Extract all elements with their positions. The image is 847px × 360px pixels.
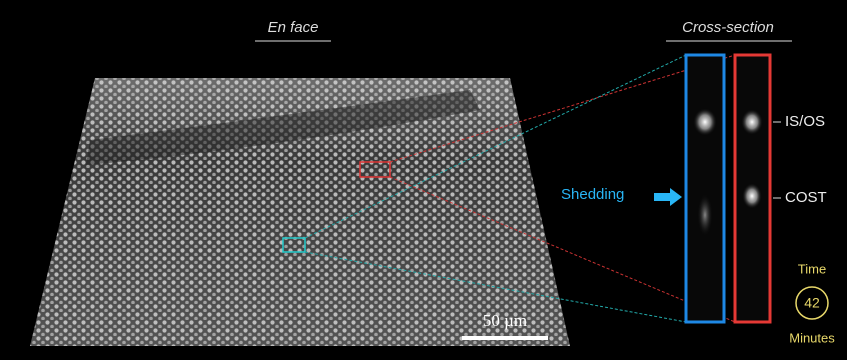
shedding-label: Shedding xyxy=(561,186,624,203)
layer-label: COST xyxy=(785,189,827,206)
time-unit: Minutes xyxy=(789,330,835,345)
cross-section-red xyxy=(735,55,770,322)
cross-section-blue xyxy=(686,55,724,322)
scale-bar-label: 50 µm xyxy=(483,311,527,330)
figure: En face Cross-section IS/OS COST Sheddin… xyxy=(0,0,847,360)
en-face-image xyxy=(30,78,570,346)
arrow xyxy=(654,188,682,206)
cross-section-label: Cross-section xyxy=(682,19,774,36)
time-value: 42 xyxy=(804,295,820,311)
en-face-label: En face xyxy=(268,19,319,36)
layer-label: IS/OS xyxy=(785,113,825,130)
time-label: Time xyxy=(798,261,826,276)
